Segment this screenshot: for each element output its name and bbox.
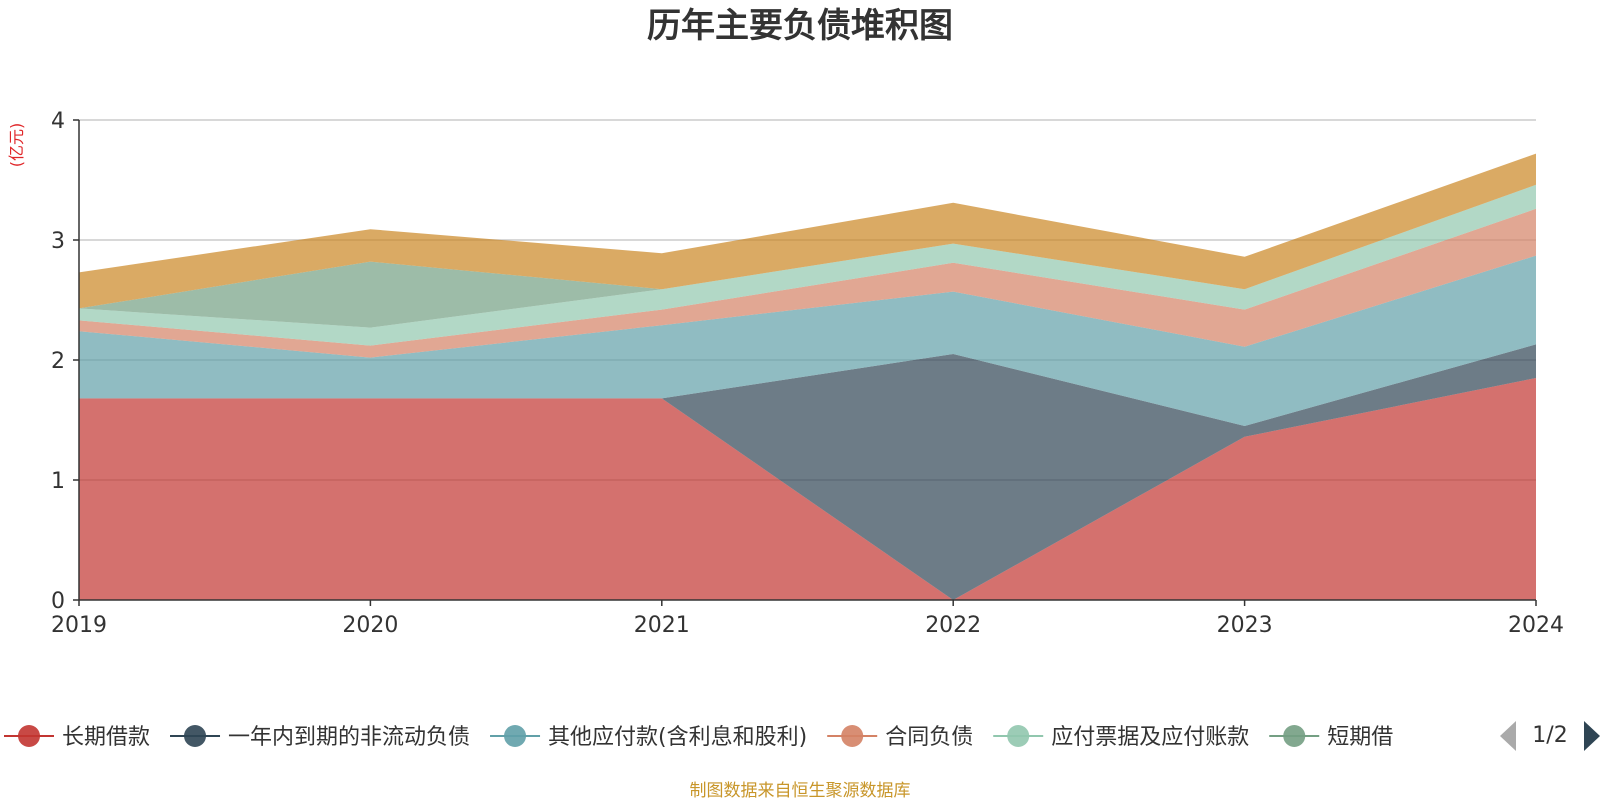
legend-label: 短期借 — [1327, 725, 1393, 750]
y-axis-unit-label: (亿元) — [7, 123, 26, 168]
y-tick-label: 1 — [51, 469, 65, 494]
legend-label: 合同负债 — [885, 725, 973, 750]
x-axis-tick-labels: 2019 2020 2021 2022 2023 2024 — [51, 613, 1564, 638]
area-series — [79, 344, 1536, 600]
legend-item[interactable]: 应付票据及应付账款 — [993, 725, 1249, 750]
y-axis-tick-labels: 0 1 2 3 4 — [51, 109, 65, 614]
legend-item[interactable]: 长期借款 — [4, 725, 150, 750]
area-series — [79, 208, 1536, 358]
legend-label: 长期借款 — [62, 725, 150, 750]
x-tick-label: 2024 — [1508, 613, 1564, 638]
y-tick-label: 3 — [51, 229, 65, 254]
legend-label: 应付票据及应付账款 — [1051, 725, 1249, 750]
legend-marker — [184, 725, 207, 747]
area-series — [79, 153, 1536, 600]
legend-marker — [504, 725, 527, 747]
legend-next-icon[interactable] — [1584, 721, 1600, 751]
legend-marker — [1283, 725, 1306, 747]
legend-item[interactable]: 其他应付款(含利息和股利) — [490, 725, 807, 750]
area-series — [79, 255, 1536, 426]
legend-marker — [18, 725, 40, 747]
area-series — [79, 378, 1536, 600]
legend-label: 其他应付款(含利息和股利) — [548, 725, 807, 750]
y-tick-label: 0 — [51, 589, 65, 614]
x-tick-label: 2023 — [1217, 613, 1273, 638]
legend-item[interactable]: 一年内到期的非流动负债 — [170, 725, 470, 750]
x-tick-label: 2022 — [925, 613, 981, 638]
legend: 长期借款 一年内到期的非流动负债 其他应付款(含利息和股利) 合同负债 应付票据及应付账… — [4, 725, 1393, 750]
area-series — [79, 184, 1536, 346]
y-tick-label: 4 — [51, 109, 65, 134]
x-tick-label: 2021 — [634, 613, 690, 638]
legend-label: 一年内到期的非流动负债 — [228, 725, 470, 750]
legend-item[interactable]: 合同负债 — [827, 725, 973, 750]
chart-title: 历年主要负债堆积图 — [647, 6, 953, 46]
axes — [73, 119, 1537, 606]
x-tick-label: 2019 — [51, 613, 107, 638]
legend-pager: 1/2 — [1500, 721, 1600, 751]
y-tick-label: 2 — [51, 349, 65, 374]
legend-marker — [1007, 725, 1030, 747]
area-series — [79, 184, 1536, 328]
x-tick-label: 2020 — [342, 613, 398, 638]
legend-marker — [841, 725, 864, 747]
data-source-note: 制图数据来自恒生聚源数据库 — [690, 781, 911, 800]
area-series — [79, 153, 1536, 309]
legend-prev-icon[interactable] — [1500, 721, 1516, 751]
legend-item[interactable]: 短期借 — [1269, 725, 1393, 750]
legend-page-indicator: 1/2 — [1532, 723, 1567, 748]
